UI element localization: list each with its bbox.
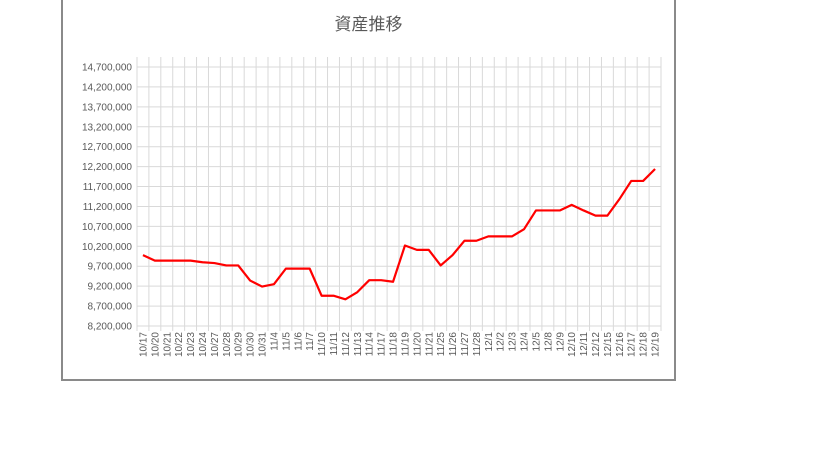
series-line (142, 168, 656, 301)
x-tick-label: 10/23 (186, 332, 197, 357)
y-tick-label: 8,200,000 (88, 322, 133, 333)
x-tick-label: 12/18 (639, 332, 650, 357)
x-tick-label: 11/6 (293, 332, 304, 351)
y-tick-label: 10,700,000 (82, 222, 132, 233)
x-tick-label: 10/27 (210, 332, 221, 357)
x-tick-label: 11/17 (377, 332, 388, 357)
x-tick-label: 11/21 (424, 332, 435, 357)
y-tick-label: 13,700,000 (82, 102, 132, 113)
x-tick-label: 12/3 (508, 332, 519, 352)
x-tick-label: 12/11 (579, 332, 590, 357)
x-tick-label: 12/12 (591, 332, 602, 357)
y-tick-label: 11,700,000 (83, 182, 133, 193)
x-tick-label: 12/1 (484, 332, 495, 352)
y-tick-label: 13,200,000 (82, 122, 132, 133)
x-tick-label: 11/5 (281, 332, 292, 351)
y-tick-label: 12,200,000 (82, 162, 132, 173)
x-tick-label: 11/28 (472, 332, 483, 357)
x-tick-label: 12/5 (531, 332, 542, 352)
x-tick-label: 11/19 (400, 332, 411, 357)
x-tick-label: 10/29 (234, 332, 245, 357)
y-tick-label: 14,200,000 (82, 82, 132, 93)
y-tick-label: 8,700,000 (88, 302, 133, 313)
x-tick-label: 10/22 (174, 332, 185, 357)
y-tick-label: 12,700,000 (82, 142, 132, 153)
x-tick-label: 11/12 (341, 332, 352, 357)
x-tick-label: 11/11 (329, 332, 340, 356)
x-tick-label: 10/20 (150, 332, 161, 357)
x-tick-label: 10/24 (198, 332, 209, 357)
x-tick-label: 12/19 (651, 332, 662, 357)
x-tick-label: 12/4 (520, 332, 531, 352)
x-tick-label: 12/10 (567, 332, 578, 357)
x-tick-label: 10/21 (162, 332, 173, 357)
x-tick-label: 11/18 (389, 332, 400, 357)
x-tick-label: 12/16 (615, 332, 626, 357)
x-tick-label: 11/20 (412, 332, 423, 357)
x-tick-label: 12/2 (496, 332, 507, 352)
chart-title: 資産推移 (334, 15, 403, 35)
x-tick-label: 11/14 (365, 332, 376, 357)
y-tick-label: 9,200,000 (88, 282, 133, 293)
x-tick-label: 10/17 (138, 332, 149, 357)
chart-area: 資産推移 (61, 0, 676, 381)
x-tick-label: 11/13 (353, 332, 364, 357)
x-tick-label: 10/31 (258, 332, 269, 357)
x-tick-label: 11/27 (460, 332, 471, 357)
x-tick-label: 11/10 (317, 332, 328, 357)
y-tick-label: 14,700,000 (82, 63, 132, 74)
x-tick-label: 11/26 (448, 332, 459, 357)
x-tick-label: 10/30 (246, 332, 257, 357)
x-tick-label: 12/17 (627, 332, 638, 357)
x-tick-label: 11/25 (436, 332, 447, 357)
x-tick-label: 12/8 (543, 332, 554, 352)
y-tick-label: 9,700,000 (88, 262, 133, 273)
y-tick-label: 10,200,000 (82, 242, 132, 253)
x-tick-label: 10/28 (222, 332, 233, 357)
x-tick-label: 11/7 (305, 332, 316, 351)
y-tick-label: 11,200,000 (83, 202, 133, 213)
x-tick-label: 12/9 (555, 332, 566, 352)
x-tick-label: 12/15 (603, 332, 614, 357)
x-tick-label: 11/4 (269, 332, 280, 351)
